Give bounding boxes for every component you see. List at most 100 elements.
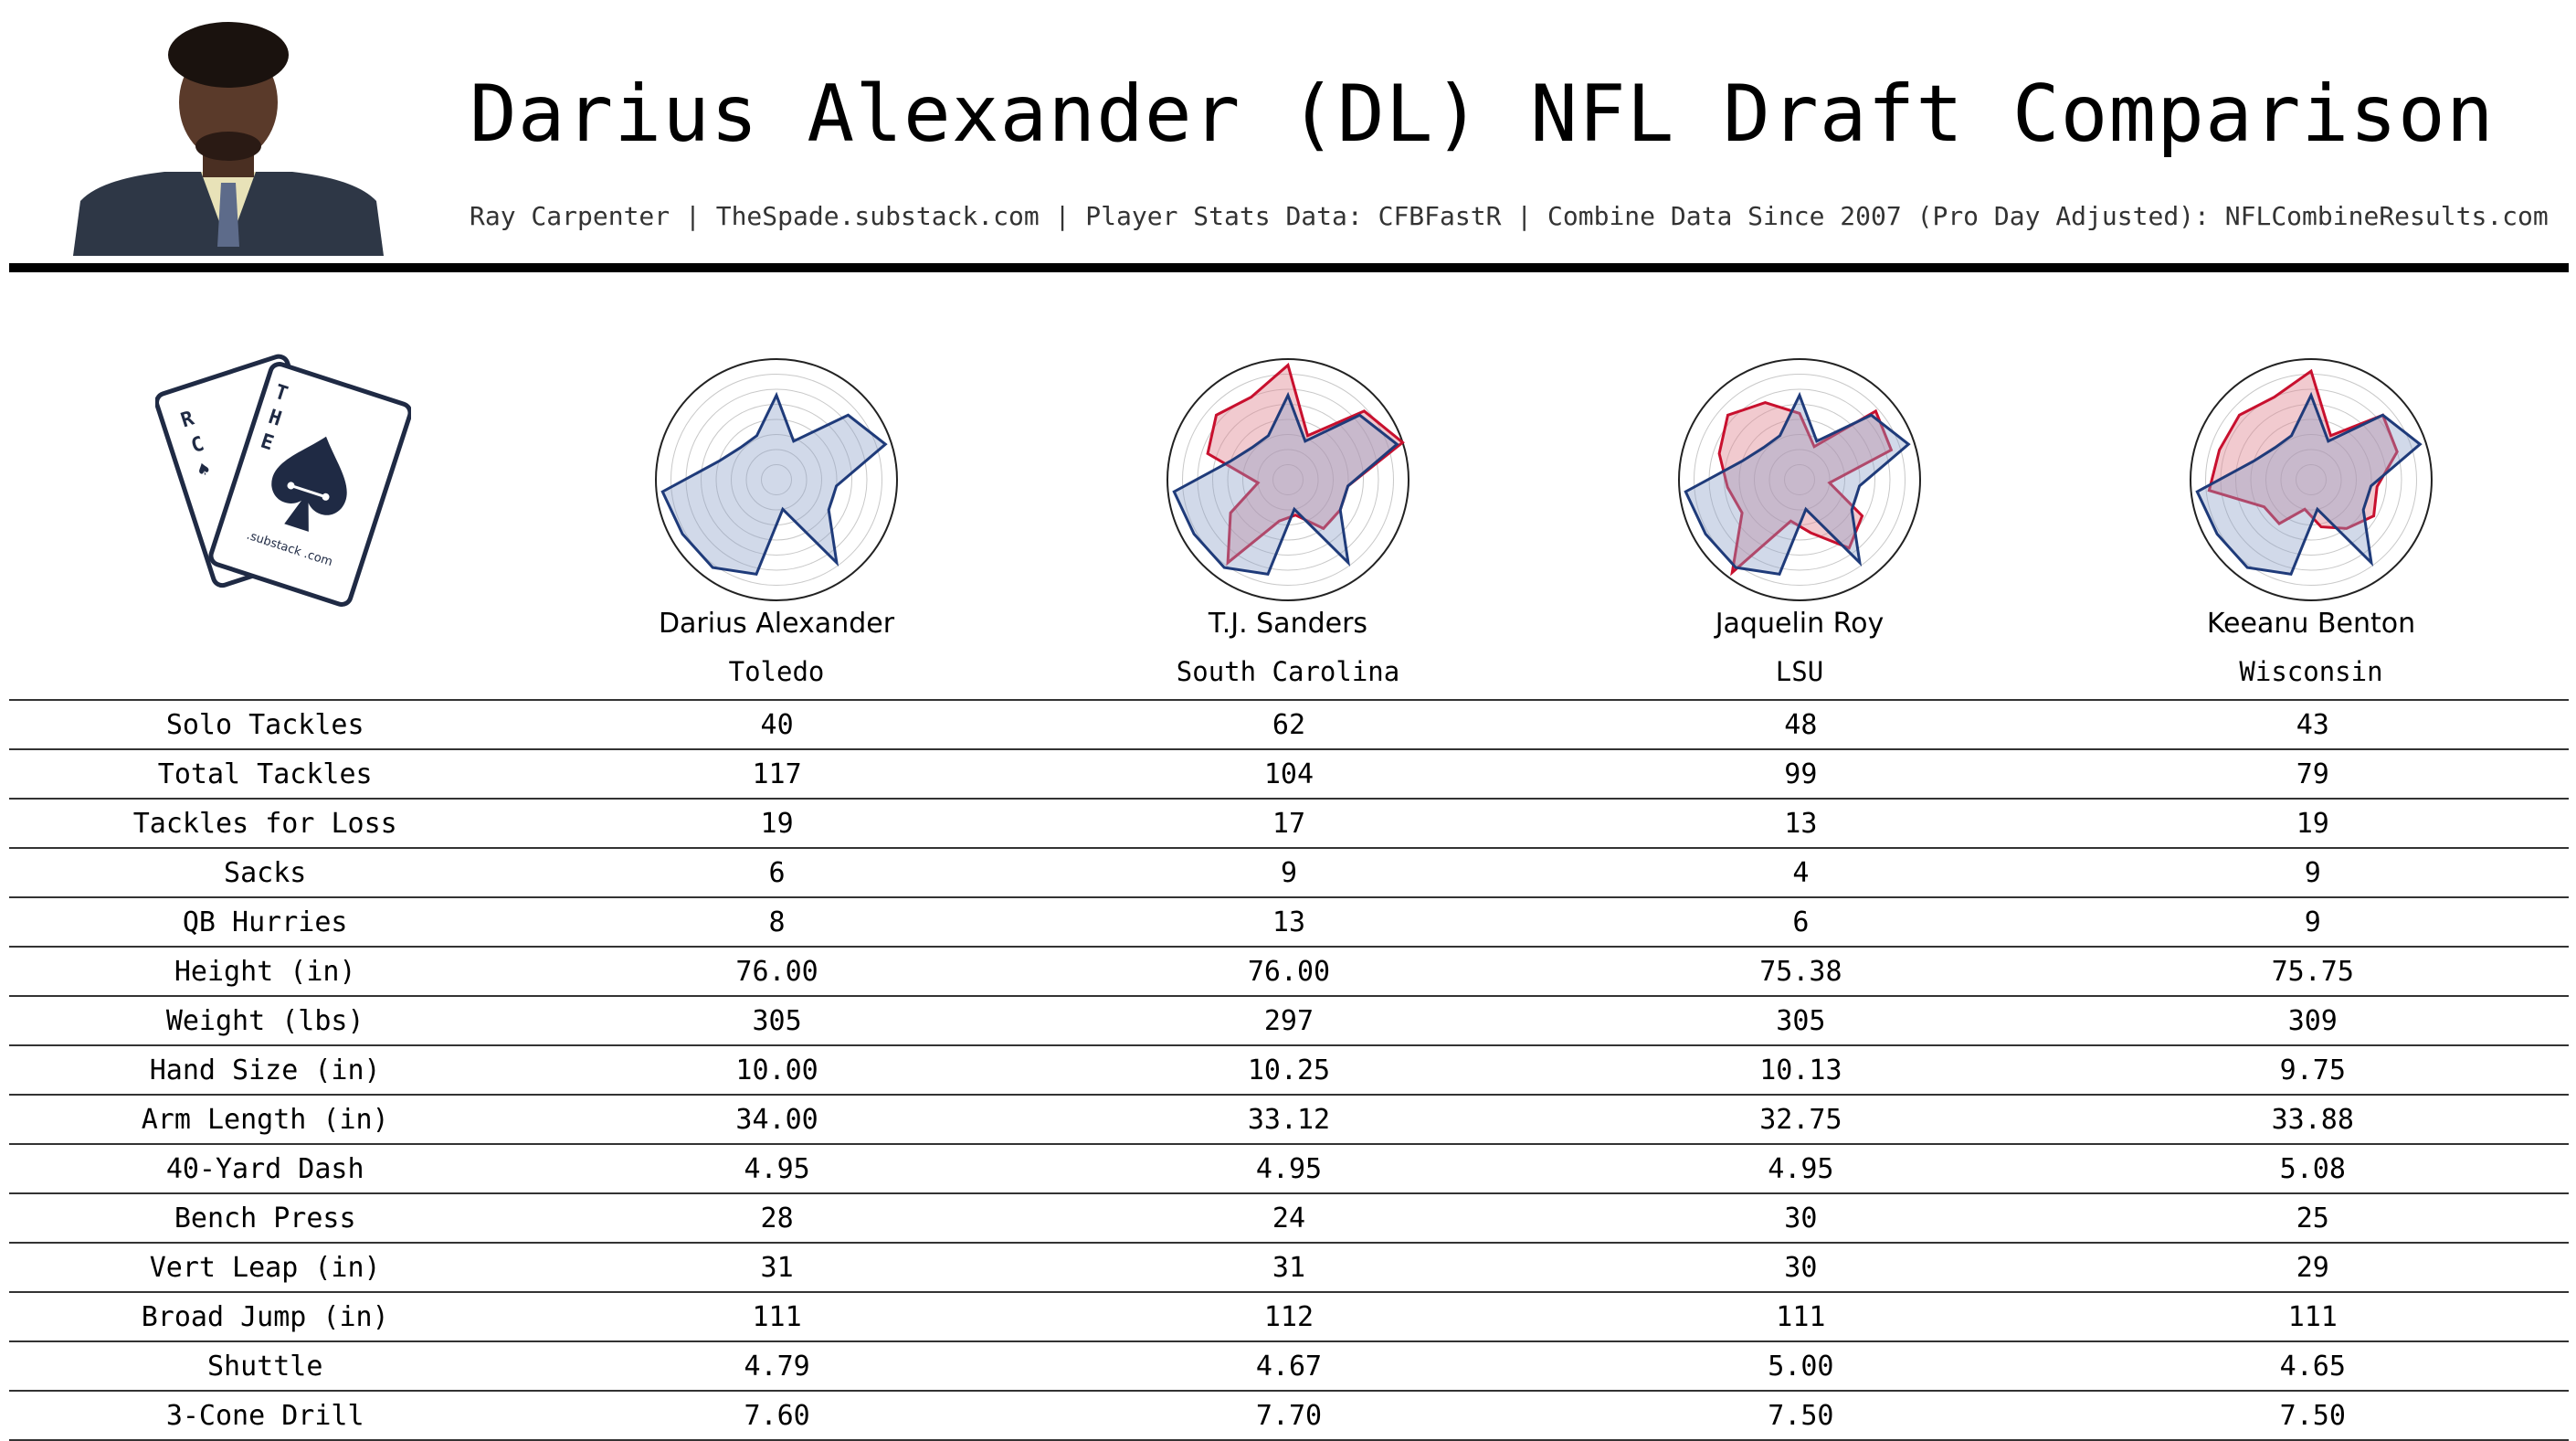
- the-spade-logo: R C ♠ .substack .com T H E: [155, 354, 411, 607]
- stat-label: Height (in): [9, 946, 522, 996]
- stat-value: 75.75: [2056, 946, 2569, 996]
- stat-value: 31: [521, 1242, 1033, 1292]
- page-title: Darius Alexander (DL) NFL Draft Comparis…: [470, 69, 2495, 160]
- stat-value: 4.67: [1032, 1340, 1546, 1391]
- stat-value: 10.25: [1032, 1044, 1546, 1095]
- stat-value: 6: [521, 847, 1033, 897]
- stats-table: Solo Tackles 40 62 48 43 Total Tackles 117 104 9…: [9, 699, 2569, 1441]
- radar-grid-ring: [1694, 374, 1906, 586]
- stat-value: 4.65: [2056, 1340, 2569, 1391]
- stat-label: Hand Size (in): [9, 1044, 522, 1095]
- stat-value: 297: [1032, 995, 1546, 1045]
- stat-value: 31: [1032, 1242, 1546, 1292]
- stat-value: 33.88: [2056, 1094, 2569, 1144]
- radar-grid-ring: [1272, 464, 1304, 495]
- logo-front-card: .substack .com T H E: [208, 362, 411, 607]
- stat-value: 111: [1545, 1291, 2057, 1341]
- player-school: LSU: [1775, 656, 1824, 687]
- radar-darius-alexander-polygon: [2195, 391, 2423, 576]
- radar-grid-ring: [2296, 464, 2327, 495]
- stat-label: Solo Tackles: [9, 699, 522, 749]
- radar-comparison-polygon: [1206, 362, 1405, 567]
- stat-value: 19: [2056, 798, 2569, 848]
- stat-value: 9: [2056, 847, 2569, 897]
- page-subtitle: Ray Carpenter | TheSpade.substack.com | …: [470, 201, 2549, 231]
- radar-grid-ring: [1212, 404, 1364, 556]
- stat-value: 76.00: [521, 946, 1033, 996]
- table-row: Bench Press 28 24 30 25: [9, 1192, 2569, 1243]
- stat-value: 76.00: [1032, 946, 1546, 996]
- table-row: Broad Jump (in) 111 112 111 111: [9, 1291, 2569, 1341]
- table-row: Total Tackles 117 104 99 79: [9, 748, 2569, 799]
- stat-value: 25: [2056, 1192, 2569, 1243]
- stat-label: 40-Yard Dash: [9, 1143, 522, 1193]
- stat-value: 6: [1545, 896, 2057, 947]
- player-name: Keeanu Benton: [2206, 608, 2416, 640]
- table-row: Shuttle 4.79 4.67 5.00 4.65: [9, 1340, 2569, 1391]
- stat-value: 79: [2056, 748, 2569, 799]
- stat-value: 4.95: [521, 1143, 1033, 1193]
- stat-value: 4: [1545, 847, 2057, 897]
- radar-grid-ring: [1257, 449, 1319, 511]
- radar-grid-ring: [1227, 419, 1349, 541]
- stat-value: 19: [521, 798, 1033, 848]
- stat-label: Arm Length (in): [9, 1094, 522, 1144]
- stat-label: Shuttle: [9, 1340, 522, 1391]
- stat-value: 4.95: [1545, 1143, 2057, 1193]
- stat-value: 40: [521, 699, 1033, 749]
- table-row: Height (in) 76.00 76.00 75.38 75.75: [9, 946, 2569, 996]
- radar-grid-ring: [2235, 404, 2387, 556]
- radar-grid-ring: [1724, 404, 1875, 556]
- stat-value: 48: [1545, 699, 2057, 749]
- table-row: 40-Yard Dash 4.95 4.95 4.95 5.08: [9, 1143, 2569, 1193]
- stat-value: 104: [1032, 748, 1546, 799]
- table-row: Arm Length (in) 34.00 33.12 32.75 33.88: [9, 1094, 2569, 1144]
- stat-value: 111: [521, 1291, 1033, 1341]
- radar-grid-ring: [761, 464, 792, 495]
- stat-value: 32.75: [1545, 1094, 2057, 1144]
- stat-value: 62: [1032, 699, 1546, 749]
- stat-value: 99: [1545, 748, 2057, 799]
- table-row: Sacks 6 9 4 9: [9, 847, 2569, 897]
- table-row: QB Hurries 8 13 6 9: [9, 896, 2569, 947]
- stat-value: 8: [521, 896, 1033, 947]
- radar-darius-alexander-polygon: [1172, 391, 1399, 576]
- stat-value: 9: [1032, 847, 1546, 897]
- radar-chart-jaquelin-roy: [1678, 358, 1921, 601]
- stat-value: 5.08: [2056, 1143, 2569, 1193]
- header: Darius Alexander (DL) NFL Draft Comparis…: [0, 0, 2576, 274]
- stat-value: 10.00: [521, 1044, 1033, 1095]
- table-row: Vert Leap (in) 31 31 30 29: [9, 1242, 2569, 1292]
- radar-grid-ring: [1738, 419, 1861, 541]
- radar-darius-alexander-polygon: [660, 391, 888, 576]
- stat-value: 112: [1032, 1291, 1546, 1341]
- header-divider: [9, 263, 2569, 272]
- radar-outer-ring: [655, 358, 898, 601]
- stat-label: Broad Jump (in): [9, 1291, 522, 1341]
- stat-value: 33.12: [1032, 1094, 1546, 1144]
- stat-value: 305: [521, 995, 1033, 1045]
- stat-label: Sacks: [9, 847, 522, 897]
- player-headshot: [73, 22, 384, 256]
- table-row: Hand Size (in) 10.00 10.25 10.13 9.75: [9, 1044, 2569, 1095]
- stat-value: 34.00: [521, 1094, 1033, 1144]
- stat-value: 17: [1032, 798, 1546, 848]
- stat-value: 13: [1032, 896, 1546, 947]
- radar-grid-ring: [1182, 374, 1394, 586]
- stat-value: 9: [2056, 896, 2569, 947]
- radar-grid-ring: [1784, 464, 1815, 495]
- stat-value: 5.00: [1545, 1340, 2057, 1391]
- radar-outer-ring: [1167, 358, 1409, 601]
- radar-outer-ring: [2190, 358, 2433, 601]
- stat-label: QB Hurries: [9, 896, 522, 947]
- stat-value: 305: [1545, 995, 2057, 1045]
- radar-darius-alexander-polygon: [1684, 391, 1911, 576]
- stat-label: Bench Press: [9, 1192, 522, 1243]
- radar-chart-tj-sanders: [1167, 358, 1409, 601]
- stat-value: 30: [1545, 1192, 2057, 1243]
- player-name: Jaquelin Roy: [1715, 608, 1884, 640]
- stat-value: 111: [2056, 1291, 2569, 1341]
- radar-chart-keeanu-benton: [2190, 358, 2433, 601]
- stat-value: 75.38: [1545, 946, 2057, 996]
- stat-label: Tackles for Loss: [9, 798, 522, 848]
